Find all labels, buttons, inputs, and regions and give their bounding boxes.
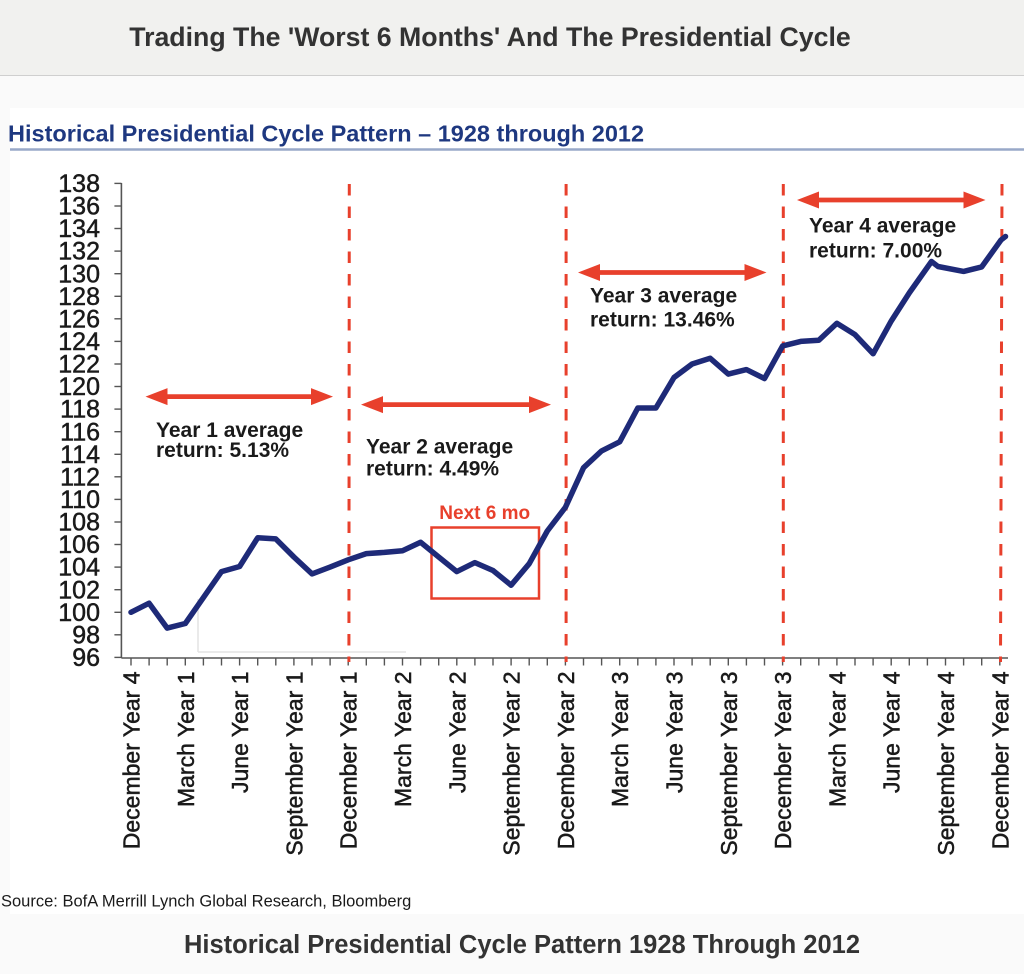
svg-text:September Year 2: September Year 2: [499, 672, 525, 856]
svg-text:September Year 3: September Year 3: [716, 672, 742, 856]
svg-text:return: 13.46%: return: 13.46%: [590, 308, 735, 331]
svg-text:June Year 4: June Year 4: [879, 671, 905, 793]
svg-text:June Year 2: June Year 2: [444, 672, 470, 794]
svg-text:106: 106: [58, 531, 100, 559]
svg-text:Year 2 average: Year 2 average: [366, 436, 513, 459]
svg-text:116: 116: [60, 418, 100, 446]
svg-text:104: 104: [58, 554, 100, 582]
svg-text:124: 124: [58, 328, 100, 356]
svg-text:September Year 1: September Year 1: [281, 672, 307, 856]
svg-text:March Year 4: March Year 4: [824, 671, 850, 807]
svg-text:98: 98: [72, 621, 100, 649]
svg-text:Year 3 average: Year 3 average: [590, 285, 737, 308]
svg-text:122: 122: [58, 351, 100, 379]
svg-text:120: 120: [58, 373, 100, 401]
svg-text:114: 114: [60, 441, 100, 469]
svg-text:March Year 1: March Year 1: [173, 672, 199, 808]
svg-text:March Year 2: March Year 2: [390, 672, 416, 808]
svg-text:December Year 3: December Year 3: [770, 672, 796, 850]
svg-text:December Year 1: December Year 1: [336, 672, 362, 850]
svg-text:108: 108: [58, 509, 100, 537]
svg-text:110: 110: [60, 486, 100, 514]
svg-text:132: 132: [58, 238, 100, 266]
svg-text:June Year 3: June Year 3: [662, 672, 688, 794]
svg-text:Next 6 mo: Next 6 mo: [439, 503, 530, 524]
svg-text:Source: BofA Merrill Lynch Glo: Source: BofA Merrill Lynch Global Resear…: [1, 892, 411, 910]
svg-text:102: 102: [58, 576, 100, 604]
svg-text:December Year 4: December Year 4: [987, 671, 1013, 849]
svg-text:September Year 4: September Year 4: [933, 671, 959, 855]
svg-text:128: 128: [58, 283, 100, 311]
svg-text:134: 134: [58, 215, 100, 243]
svg-text:December Year 4: December Year 4: [119, 671, 145, 849]
svg-text:130: 130: [58, 260, 100, 288]
svg-text:return: 5.13%: return: 5.13%: [156, 439, 289, 462]
svg-text:112: 112: [60, 463, 100, 491]
svg-text:Year 4 average: Year 4 average: [809, 215, 956, 238]
svg-text:December Year 2: December Year 2: [553, 672, 579, 850]
svg-text:Year 1 average: Year 1 average: [156, 419, 303, 442]
svg-text:126: 126: [58, 305, 100, 333]
svg-text:96: 96: [72, 644, 100, 672]
svg-text:118: 118: [60, 396, 100, 424]
svg-text:June Year 1: June Year 1: [227, 672, 253, 794]
svg-text:Historical Presidential Cycle: Historical Presidential Cycle Pattern – …: [8, 121, 644, 147]
svg-text:100: 100: [58, 599, 100, 627]
svg-text:138: 138: [58, 170, 100, 198]
svg-text:return: 7.00%: return: 7.00%: [809, 239, 942, 262]
svg-text:136: 136: [58, 193, 100, 221]
svg-text:March Year 3: March Year 3: [607, 672, 633, 808]
svg-text:return: 4.49%: return: 4.49%: [366, 457, 499, 480]
